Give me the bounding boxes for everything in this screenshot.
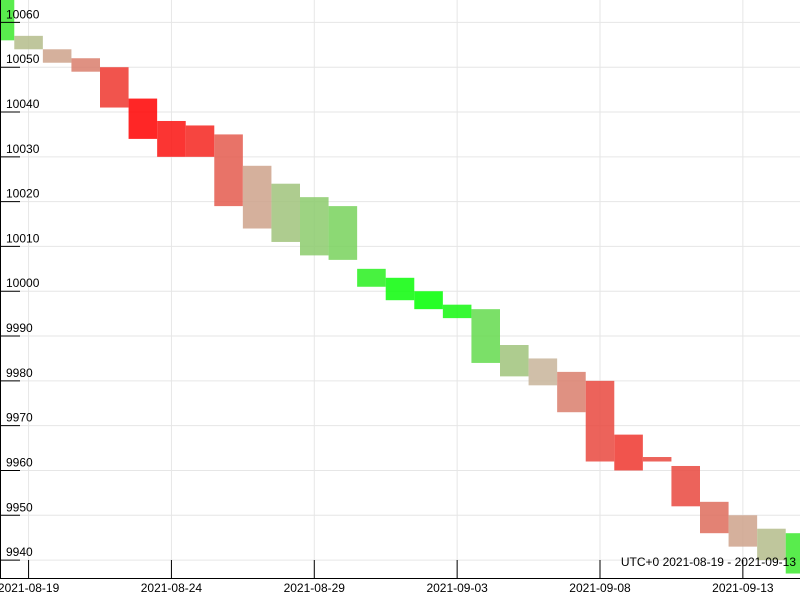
price-band xyxy=(357,268,386,287)
price-band xyxy=(614,434,643,471)
x-tick-label: 2021-09-13 xyxy=(712,581,774,595)
price-band xyxy=(700,501,729,534)
x-tick-label: 2021-09-03 xyxy=(426,581,488,595)
y-tick-label: 10050 xyxy=(6,52,40,66)
price-band xyxy=(242,165,272,229)
price-band xyxy=(100,67,129,108)
y-axis: 9940 9950 9960 9970 9980 9990 10000 10010 10020 1… xyxy=(0,0,40,578)
y-tick-label: 9970 xyxy=(6,411,33,425)
price-band xyxy=(0,0,15,41)
price-bands xyxy=(0,0,800,574)
price-band xyxy=(328,206,358,260)
y-tick-label: 10020 xyxy=(6,187,40,201)
y-tick-label: 10000 xyxy=(6,276,40,290)
y-tick-label: 10040 xyxy=(6,97,40,111)
y-tick-label: 9950 xyxy=(6,500,33,514)
price-band xyxy=(385,277,415,301)
y-tick-label: 9960 xyxy=(6,455,33,469)
price-band xyxy=(185,125,215,157)
y-tick-label: 9980 xyxy=(6,366,33,380)
price-band xyxy=(471,309,500,363)
price-band xyxy=(157,120,186,157)
x-axis: 2021-08-19 2021-08-24 2021-08-29 2021-09-03… xyxy=(0,560,800,595)
x-tick-label: 2021-09-08 xyxy=(569,581,631,595)
price-band xyxy=(442,304,472,319)
price-band xyxy=(528,358,558,386)
grid-lines xyxy=(0,0,800,578)
price-band xyxy=(585,380,615,462)
price-band xyxy=(14,35,43,50)
y-tick-label: 10060 xyxy=(6,7,40,21)
price-band xyxy=(300,197,329,256)
y-tick-label: 9940 xyxy=(6,545,33,559)
price-band xyxy=(128,98,158,139)
x-tick-label: 2021-08-29 xyxy=(284,581,346,595)
price-band xyxy=(42,49,72,63)
price-band xyxy=(214,134,243,207)
price-band xyxy=(728,515,758,547)
price-band xyxy=(500,345,529,377)
price-band xyxy=(71,58,100,72)
price-band xyxy=(557,371,586,413)
y-tick-label: 9990 xyxy=(6,321,33,335)
x-tick-label: 2021-08-19 xyxy=(0,581,60,595)
price-band xyxy=(671,465,700,507)
timezone-range-label: UTC+0 2021-08-19 - 2021-09-13 xyxy=(621,555,796,569)
price-band xyxy=(271,183,300,242)
price-band xyxy=(642,457,672,462)
x-tick-label: 2021-08-24 xyxy=(141,581,203,595)
y-tick-label: 10030 xyxy=(6,142,40,156)
price-band xyxy=(414,291,443,310)
price-band xyxy=(757,528,786,561)
price-band xyxy=(785,533,800,574)
y-tick-label: 10010 xyxy=(6,231,40,245)
